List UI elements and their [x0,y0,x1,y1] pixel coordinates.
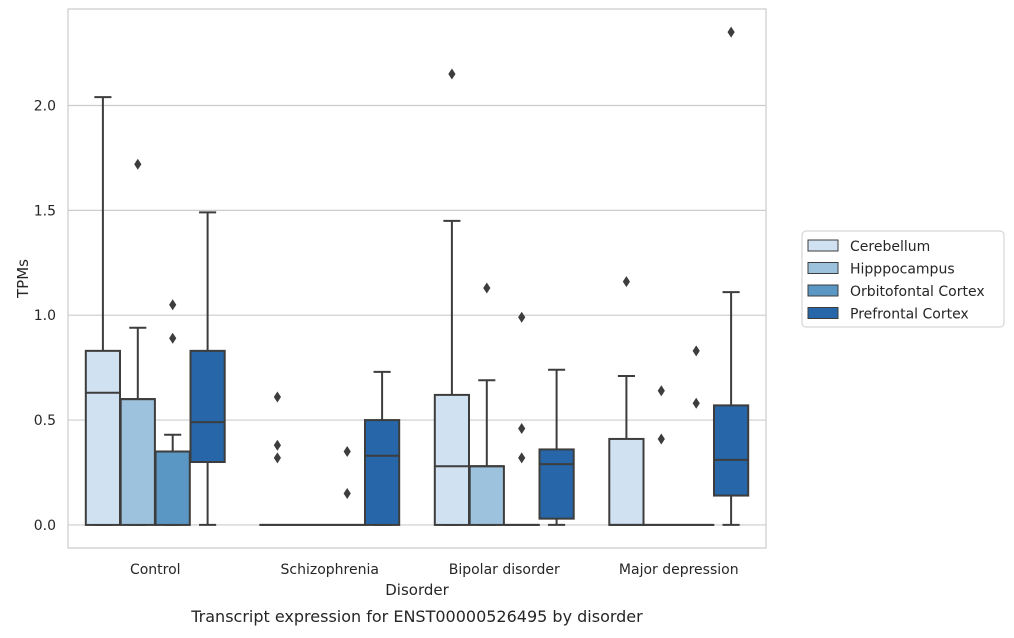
box-plot [86,97,120,525]
outlier-point [344,446,351,457]
box-plot [505,312,539,525]
box-iqr [156,452,190,525]
outlier-point [658,433,665,444]
y-tick-label: 0.0 [34,518,56,534]
outlier-point [169,299,176,310]
outlier-point [728,27,735,38]
outlier-point [518,452,525,463]
box-iqr [435,395,469,525]
outlier-point [134,159,141,170]
box-plot [679,345,713,525]
box-plot [190,212,224,524]
box-iqr [365,420,399,525]
x-tick-label: Major depression [619,562,739,578]
outlier-point [693,345,700,356]
box-iqr [86,351,120,525]
y-axis-label: TPMs [14,259,32,299]
box-plot [365,372,399,525]
x-tick-label: Bipolar disorder [449,562,560,578]
box-iqr [714,405,748,495]
box-plot [644,385,678,525]
y-tick-label: 0.5 [34,413,56,429]
outlier-point [658,385,665,396]
legend: Cerebellum Hipppocampus Orbitofontal Corte… [802,231,1004,327]
outlier-point [483,282,490,293]
box-iqr [470,466,504,525]
x-tick-label: Control [130,562,181,578]
figure-caption: Transcript expression for ENST0000052649… [190,607,643,626]
box-iqr [539,449,573,518]
box-iqr [609,439,643,525]
legend-label: Orbitofontal Cortex [850,284,985,300]
box-plot [156,299,190,525]
outlier-point [518,312,525,323]
box-plot [330,446,364,525]
legend-swatch [808,285,838,296]
box-plot [470,282,504,524]
outlier-point [518,423,525,434]
outlier-point [623,276,630,287]
outlier-point [344,488,351,499]
outlier-point [274,440,281,451]
y-tick-label: 1.0 [34,308,56,324]
outlier-point [448,69,455,80]
box-plot [539,370,573,525]
legend-swatch [808,308,838,319]
y-tick-label: 1.5 [34,203,56,219]
outlier-point [274,391,281,402]
box-plot [435,69,469,525]
box-iqr [121,399,155,525]
box-plot [260,391,294,524]
box-plot [714,27,748,525]
outlier-point [169,333,176,344]
box-layer [86,27,748,525]
outlier-point [693,398,700,409]
x-axis-label: Disorder [385,581,449,599]
outlier-point [274,452,281,463]
legend-label: Prefrontal Cortex [850,307,969,323]
legend-label: Cerebellum [850,239,930,255]
box-iqr [190,351,224,462]
box-plot [609,276,643,525]
legend-swatch [808,263,838,274]
legend-swatch [808,240,838,251]
legend-label: Hipppocampus [850,262,955,278]
x-tick-label: Schizophrenia [281,562,379,578]
y-tick-label: 2.0 [34,98,56,114]
box-plot [121,159,155,525]
